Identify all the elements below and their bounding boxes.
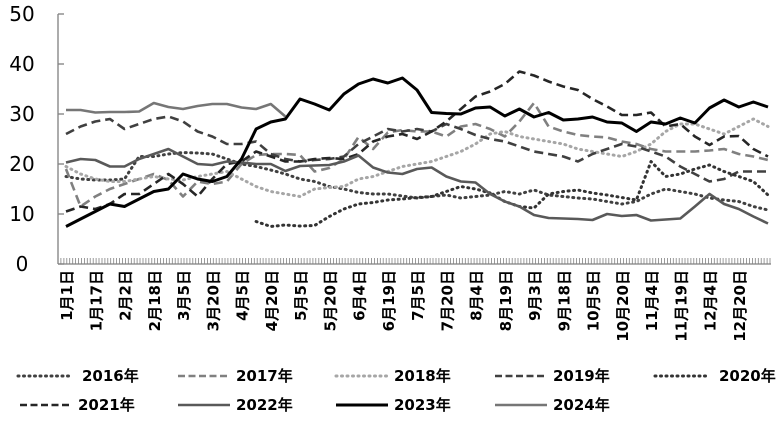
x-tick-label: 9月18日 <box>555 270 573 331</box>
x-tick-label: 10月5日 <box>585 270 603 331</box>
x-tick-label: 10月20日 <box>614 270 632 342</box>
legend-item-2020: 2020年 <box>653 367 776 385</box>
x-tick-label: 3月5日 <box>175 270 193 321</box>
series-line-2022 <box>65 147 769 225</box>
x-tick-label: 5月5日 <box>292 270 310 321</box>
legend-item-2022: 2022年 <box>178 396 293 414</box>
x-tick-label: 6月19日 <box>380 270 398 331</box>
legend-item-2018: 2018年 <box>334 367 451 385</box>
x-tick-label: 5月20日 <box>321 270 339 331</box>
series-line-2017 <box>64 101 769 208</box>
series-lines <box>64 70 770 228</box>
x-tick-label: 7月20日 <box>438 270 456 331</box>
x-tick-label: 11月19日 <box>672 270 690 342</box>
y-tick-label: 40 <box>9 52 34 76</box>
legend-item-2023: 2023年 <box>336 396 451 414</box>
legend-label: 2023年 <box>394 396 451 414</box>
legend-item-2017: 2017年 <box>178 367 293 385</box>
y-axis: 0 10 20 30 40 50 <box>9 2 64 276</box>
x-tick-label: 4月5日 <box>234 270 252 321</box>
y-tick-label: 0 <box>16 252 29 276</box>
series-line-2020 <box>254 160 770 228</box>
x-tick-label: 2月18日 <box>146 270 164 331</box>
y-tick-label: 10 <box>9 202 34 226</box>
x-tick-label: 11月4日 <box>643 270 661 331</box>
y-tick-label: 30 <box>9 102 34 126</box>
x-tick-labels: 1月1日 1月17日 2月2日 2月18日 3月5日 3月20日 4月5日 4月20日 5月5日… <box>58 270 749 342</box>
series-line-2021 <box>65 70 769 213</box>
series-line-2024 <box>66 101 287 118</box>
x-tick-label: 3月20日 <box>204 270 222 331</box>
x-tick-label: 12月20日 <box>731 270 749 342</box>
legend-label: 2024年 <box>553 396 610 414</box>
x-tick-label: 8月4日 <box>468 270 486 321</box>
x-tick-label: 1月17日 <box>87 270 105 331</box>
legend-label: 2018年 <box>394 367 451 385</box>
x-tick-label: 8月19日 <box>497 270 515 331</box>
legend-item-2024: 2024年 <box>495 396 610 414</box>
legend-item-2019: 2019年 <box>495 367 610 385</box>
x-tick-label: 1月1日 <box>58 270 76 321</box>
legend-label: 2017年 <box>236 367 293 385</box>
series-line-2019 <box>65 115 768 183</box>
legend-label: 2022年 <box>236 396 293 414</box>
legend-label: 2016年 <box>82 367 139 385</box>
x-tick-label: 12月4日 <box>702 270 720 331</box>
x-tick-label: 6月4日 <box>351 270 369 321</box>
x-tick-label: 4月20日 <box>263 270 281 331</box>
y-tick-label: 20 <box>9 152 34 176</box>
legend-item-2021: 2021年 <box>20 396 135 414</box>
legend: 2016年 2017年 2018年 2019年 2020年 2021年 2022年 2023年… <box>16 367 776 414</box>
series-line-2018 <box>64 117 770 198</box>
legend-label: 2021年 <box>78 396 135 414</box>
x-tick-label: 2月2日 <box>117 270 135 321</box>
x-tick-label: 7月5日 <box>409 270 427 321</box>
legend-item-2016: 2016年 <box>16 367 139 385</box>
legend-label: 2020年 <box>719 367 776 385</box>
series-line-2023 <box>65 76 769 228</box>
x-axis <box>57 258 771 265</box>
y-tick-label: 50 <box>9 2 34 26</box>
series-line-2016 <box>64 151 770 212</box>
legend-label: 2019年 <box>553 367 610 385</box>
x-tick-label: 9月3日 <box>526 270 544 321</box>
